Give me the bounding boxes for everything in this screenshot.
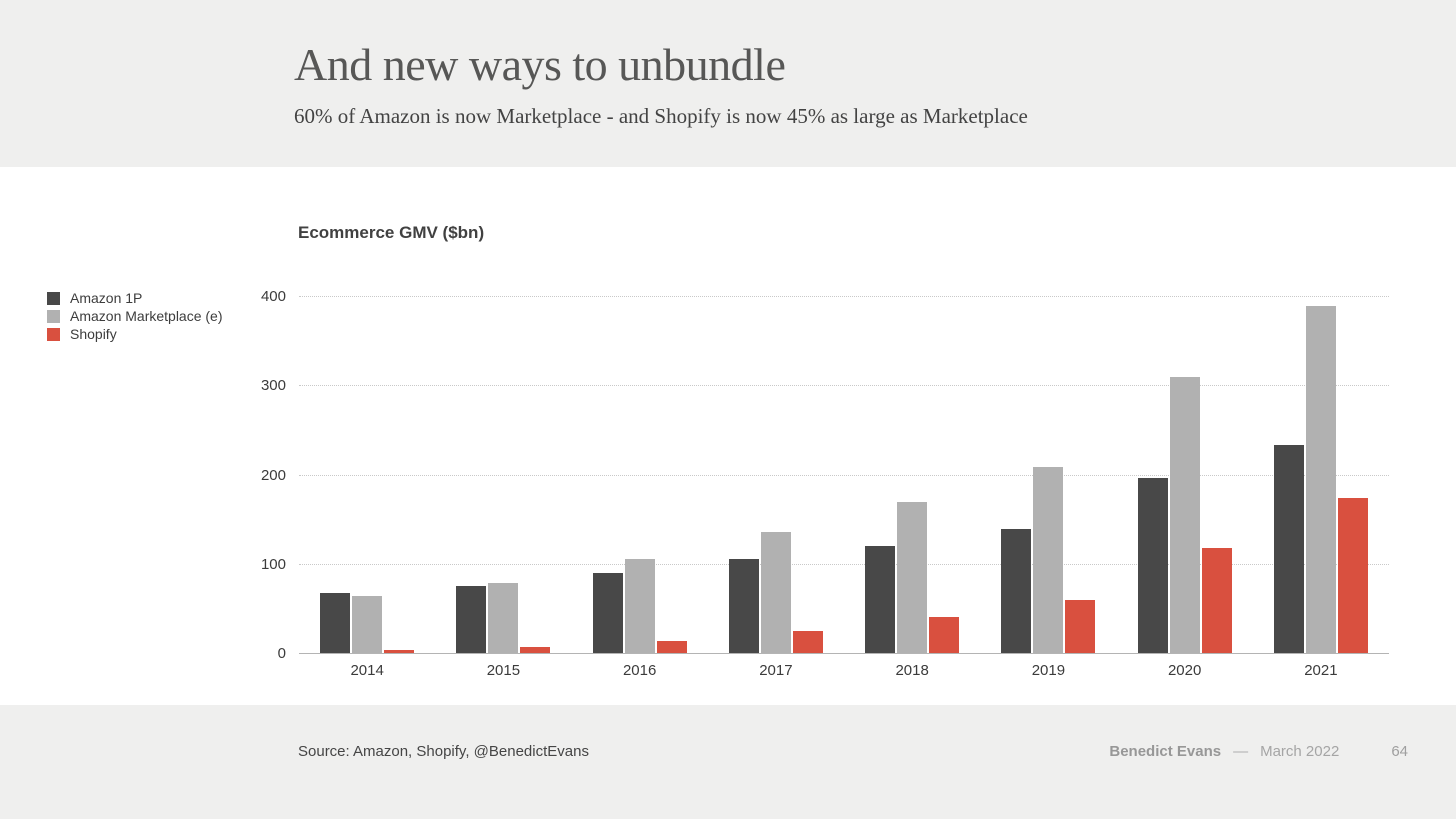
legend-item-amazon-marketplace-e: Amazon Marketplace (e)	[47, 307, 223, 325]
header-band: And new ways to unbundle 60% of Amazon i…	[0, 0, 1456, 167]
legend-item-amazon-1p: Amazon 1P	[47, 289, 223, 307]
bar-shopify-2019	[1065, 599, 1096, 654]
x-axis-label-2019: 2019	[1031, 662, 1066, 679]
y-tick-label-200: 200	[260, 466, 286, 484]
bar-amazon-marketplace-e-2015	[488, 582, 519, 654]
bar-amazon-1p-2016	[592, 572, 623, 654]
gridline-200	[299, 474, 1389, 476]
legend-item-shopify: Shopify	[47, 325, 223, 343]
x-axis-label-2021: 2021	[1304, 662, 1338, 679]
bar-group-2016	[572, 297, 708, 654]
x-axis-label-2016: 2016	[622, 662, 657, 679]
bar-amazon-marketplace-e-2020	[1169, 377, 1200, 654]
x-axis-label-2017: 2017	[759, 662, 793, 679]
bar-shopify-2015	[520, 646, 551, 654]
bar-group-2017	[708, 297, 844, 654]
footer-separator: —	[1233, 743, 1249, 760]
bar-amazon-marketplace-e-2016	[624, 558, 655, 654]
x-axis-labels: 2014 2015 2016 2017 2018 2019 2020 2021	[299, 662, 1389, 679]
gridline-300	[299, 385, 1389, 387]
footer-date: March 2022	[1260, 743, 1340, 760]
y-tick-label-400: 400	[260, 288, 286, 305]
legend-swatch-icon	[47, 309, 60, 323]
bar-amazon-marketplace-e-2021	[1305, 305, 1336, 654]
legend-label: Amazon Marketplace (e)	[70, 308, 223, 324]
footer-source: Source: Amazon, Shopify, @BenedictEvans	[298, 743, 589, 760]
x-axis-label-2014: 2014	[350, 662, 384, 679]
slide-title: And new ways to unbundle	[294, 39, 786, 90]
bar-shopify-2014	[384, 650, 415, 654]
gridline-100	[299, 563, 1389, 565]
bar-amazon-1p-2019	[1001, 529, 1032, 654]
bar-groups	[299, 297, 1389, 654]
bar-shopify-2021	[1337, 497, 1368, 654]
bar-amazon-marketplace-e-2014	[352, 596, 383, 654]
chart-section: Ecommerce GMV ($bn) Amazon 1P Amazon Mark…	[0, 167, 1456, 705]
bar-amazon-1p-2017	[728, 558, 759, 654]
bar-shopify-2016	[656, 640, 687, 654]
bar-amazon-1p-2014	[320, 593, 351, 654]
bar-group-2019	[980, 297, 1116, 654]
bar-amazon-marketplace-e-2019	[1033, 466, 1064, 654]
gridline-400	[299, 296, 1389, 297]
bar-group-2014	[299, 297, 435, 654]
x-axis-label-2015: 2015	[486, 662, 521, 679]
legend-swatch-icon	[47, 327, 60, 341]
plot-area: 2014 2015 2016 2017 2018 2019 2020 2021 0 100 200…	[261, 288, 1389, 679]
chart-legend: Amazon 1P Amazon Marketplace (e) Shopify	[47, 289, 223, 343]
x-axis-label-2020: 2020	[1167, 662, 1202, 679]
footer-credit: Benedict Evans — March 2022 64	[1109, 743, 1408, 760]
bar-group-2018	[844, 297, 980, 654]
footer-author: Benedict Evans	[1109, 743, 1222, 760]
bar-shopify-2017	[792, 630, 823, 654]
bar-amazon-1p-2015	[456, 586, 487, 654]
y-tick-label-100: 100	[260, 555, 286, 573]
bar-amazon-1p-2021	[1273, 445, 1304, 654]
chart-title: Ecommerce GMV ($bn)	[298, 223, 485, 242]
bar-group-2015	[435, 297, 571, 654]
legend-label: Shopify	[70, 326, 117, 342]
bar-amazon-marketplace-e-2017	[760, 531, 791, 654]
legend-swatch-icon	[47, 291, 60, 305]
footer-band: Source: Amazon, Shopify, @BenedictEvans …	[0, 705, 1456, 819]
bar-group-2021	[1253, 297, 1389, 654]
y-tick-label-0: 0	[277, 645, 286, 662]
bar-shopify-2018	[929, 617, 960, 654]
bar-amazon-marketplace-e-2018	[897, 502, 928, 654]
legend-label: Amazon 1P	[70, 290, 143, 306]
page-number: 64	[1391, 743, 1408, 760]
bar-amazon-1p-2020	[1137, 478, 1168, 654]
x-axis-label-2018: 2018	[895, 662, 929, 679]
bar-amazon-1p-2018	[865, 546, 896, 654]
bar-group-2020	[1117, 297, 1253, 654]
x-axis-baseline	[299, 653, 1389, 654]
y-tick-label-300: 300	[260, 377, 286, 395]
bar-shopify-2020	[1201, 547, 1232, 654]
slide-subtitle: 60% of Amazon is now Marketplace - and S…	[294, 104, 1028, 128]
